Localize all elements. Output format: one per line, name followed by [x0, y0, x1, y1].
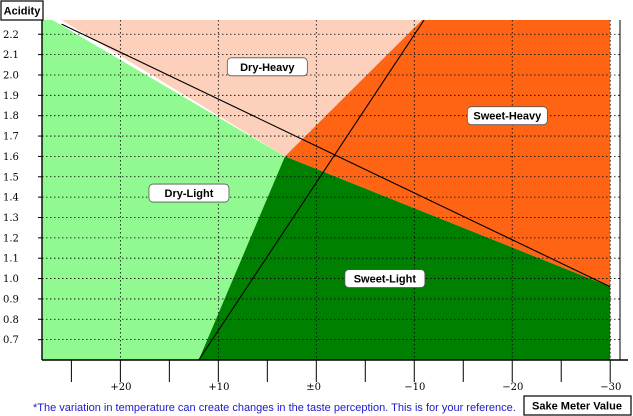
x-tick-label: −30	[600, 382, 621, 393]
y-tick-label: 0.8	[3, 315, 19, 326]
x-tick-label: +20	[110, 382, 131, 393]
y-tick-label: 1.5	[3, 172, 19, 183]
x-tick-label: −10	[404, 382, 425, 393]
y-tick-label: 1.4	[3, 193, 19, 204]
x-tick-label: −20	[502, 382, 523, 393]
zone-label-dry-light: Dry-Light	[165, 188, 214, 200]
y-tick-label: 0.9	[3, 294, 19, 305]
grid-lines	[42, 20, 620, 360]
plot-frame	[41, 20, 628, 361]
y-tick-label: 1.8	[3, 111, 19, 122]
y-tick-label: 1.9	[3, 91, 19, 102]
y-tick-label: 1.0	[3, 274, 19, 285]
footnote: *The variation in temperature can create…	[33, 402, 516, 414]
x-axis-title: Sake Meter Value	[532, 401, 622, 413]
x-axis-ticks: +20 +10 ±0 −10 −20 −30	[70, 360, 621, 393]
zone-label-box	[148, 183, 230, 203]
zone-label-sweet-light: Sweet-Light	[354, 274, 417, 286]
taste-regions	[42, 20, 611, 360]
y-tick-label: 1.1	[3, 254, 19, 265]
divider-lines	[61, 20, 611, 360]
zone-label-sweet-heavy: Sweet-Heavy	[473, 111, 542, 123]
y-axis-ticks: 2.2 2.1 2.0 1.9 1.8 1.7 1.6 1.5 1.4 1.3 1.2 1.1 1.0 0…	[3, 30, 42, 346]
region-sweet-light	[198, 156, 611, 360]
y-axis-title-box	[0, 0, 44, 21]
x-axis-title-box	[523, 395, 632, 416]
y-tick-label: 2.2	[3, 30, 19, 41]
y-tick-label: 1.3	[3, 213, 19, 224]
zone-label-box	[226, 57, 308, 77]
y-tick-label: 0.7	[3, 335, 19, 346]
divider-line	[198, 20, 425, 360]
y-tick-label: 1.7	[3, 132, 19, 143]
y-tick-label: 2.1	[3, 50, 19, 61]
x-tick-label: ±0	[306, 382, 321, 393]
y-tick-label: 2.0	[3, 70, 19, 81]
zone-label-box	[466, 106, 548, 126]
y-tick-label: 1.2	[3, 233, 19, 244]
y-tick-label: 1.6	[3, 152, 19, 163]
divider-line	[61, 23, 611, 288]
zone-label-dry-heavy: Dry-Heavy	[240, 62, 295, 74]
x-tick-label: +10	[208, 382, 229, 393]
y-axis-title: Acidity	[4, 6, 42, 18]
zone-labels: Dry-Light Dry-Heavy Sweet-Heavy Sweet-Light	[148, 57, 548, 288]
zone-label-box	[344, 269, 426, 288]
region-sweet-heavy	[285, 20, 611, 287]
